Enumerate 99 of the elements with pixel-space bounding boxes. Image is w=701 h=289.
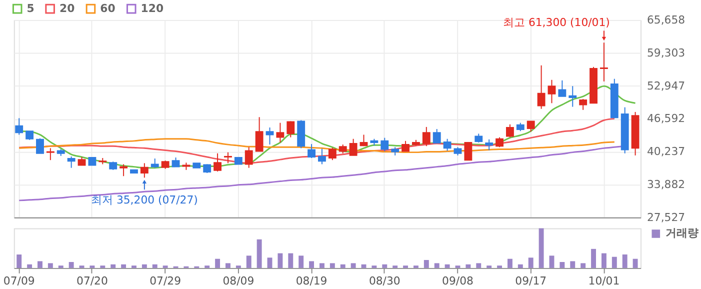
bar	[507, 258, 512, 268]
x-tick-label: 09/17	[515, 274, 547, 288]
x-tick-label: 08/09	[222, 274, 254, 288]
bar	[215, 258, 220, 268]
candlestick	[600, 42, 608, 82]
candlestick	[276, 122, 284, 143]
bar	[309, 261, 314, 268]
x-tick-label: 09/08	[442, 274, 474, 288]
candlestick	[318, 148, 326, 165]
bar	[38, 261, 42, 268]
bar	[110, 264, 116, 268]
candlestick	[548, 79, 556, 104]
candlestick	[443, 138, 452, 152]
candlestick	[224, 152, 232, 164]
bar	[591, 248, 596, 268]
legend-label: 120	[140, 2, 164, 15]
candlestick	[537, 64, 546, 110]
bar	[256, 239, 262, 268]
candlestick	[120, 164, 128, 177]
bar	[612, 256, 617, 268]
candlestick	[67, 156, 76, 168]
bar	[476, 263, 482, 268]
bar	[288, 253, 294, 268]
x-tick-label: 08/19	[296, 274, 328, 288]
candlestick	[286, 120, 295, 138]
candlestick	[15, 118, 24, 136]
bar	[330, 263, 335, 268]
candlestick	[432, 128, 441, 144]
bar	[560, 262, 565, 268]
y-tick-label: 52,947	[646, 79, 686, 92]
candlestick	[255, 116, 264, 152]
y-tick-label: 59,303	[646, 46, 686, 60]
candlestick	[485, 138, 494, 151]
bar	[632, 258, 638, 268]
bar	[424, 260, 429, 268]
candlestick	[36, 138, 44, 154]
x-tick-label: 07/09	[3, 274, 35, 288]
bar	[152, 264, 158, 268]
bar	[350, 263, 356, 268]
bar	[298, 256, 304, 268]
candlestick	[46, 148, 54, 161]
candlestick	[558, 80, 566, 97]
bar	[48, 263, 53, 268]
bar	[382, 264, 388, 268]
bar	[16, 254, 22, 268]
candlestick	[422, 126, 430, 147]
bar	[622, 254, 628, 268]
y-tick-label: 65,658	[646, 14, 686, 27]
bar	[538, 228, 544, 268]
bar	[466, 264, 471, 268]
candlestick	[266, 126, 274, 146]
x-tick-label: 10/01	[588, 274, 620, 288]
y-tick-label: 40,237	[646, 145, 686, 158]
candlestick	[214, 152, 222, 172]
candlestick	[328, 147, 336, 161]
candlestick	[579, 98, 588, 110]
bar	[434, 263, 440, 268]
candlestick	[150, 158, 159, 168]
bar	[267, 258, 272, 268]
legend-label: 5	[26, 2, 34, 15]
candlestick	[526, 120, 535, 132]
x-tick-label: 07/29	[150, 274, 182, 288]
candlestick	[496, 136, 504, 148]
candlestick	[244, 146, 253, 168]
candlestick	[308, 144, 316, 159]
bar	[278, 253, 283, 268]
candlestick	[506, 124, 514, 138]
bar	[226, 263, 230, 268]
candlestick	[349, 138, 358, 156]
legend-label: 20	[59, 2, 76, 15]
y-tick-label: 27,527	[646, 210, 686, 224]
candlestick	[568, 86, 577, 108]
bar	[518, 264, 523, 268]
candlestick	[402, 140, 410, 152]
annotation: 최저 35,200 (07/27)	[90, 193, 198, 206]
y-tick-label: 33,882	[646, 178, 686, 191]
bar	[27, 264, 32, 268]
bar	[549, 256, 554, 268]
candlestick	[464, 141, 472, 161]
x-tick-label: 08/30	[368, 274, 400, 288]
bar	[121, 264, 126, 268]
bar	[444, 264, 450, 268]
bar	[142, 264, 147, 268]
bar	[528, 258, 534, 268]
candlestick	[140, 162, 148, 178]
bar	[580, 263, 586, 268]
bar	[320, 263, 324, 268]
y-tick-label: 46,592	[646, 112, 686, 126]
candlestick	[172, 156, 180, 168]
bar	[570, 261, 576, 268]
bar	[340, 264, 346, 268]
bar	[601, 253, 606, 268]
bar	[246, 256, 252, 268]
bar	[68, 262, 74, 268]
annotation: 최고 61,300 (10/01)	[502, 16, 610, 29]
legend-label: 거래량	[665, 226, 698, 240]
candlestick	[380, 137, 389, 152]
legend-label: 60	[100, 2, 116, 15]
x-tick-label: 07/20	[76, 274, 108, 288]
